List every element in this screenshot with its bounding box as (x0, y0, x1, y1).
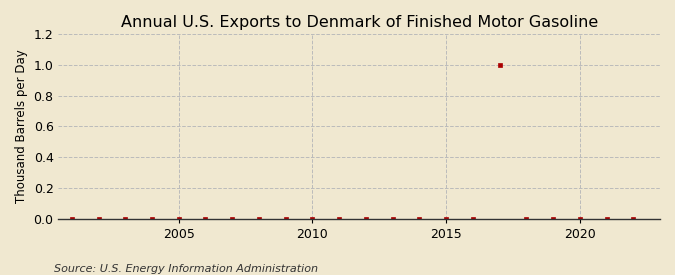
Text: Source: U.S. Energy Information Administration: Source: U.S. Energy Information Administ… (54, 264, 318, 274)
Title: Annual U.S. Exports to Denmark of Finished Motor Gasoline: Annual U.S. Exports to Denmark of Finish… (121, 15, 598, 30)
Y-axis label: Thousand Barrels per Day: Thousand Barrels per Day (15, 50, 28, 203)
